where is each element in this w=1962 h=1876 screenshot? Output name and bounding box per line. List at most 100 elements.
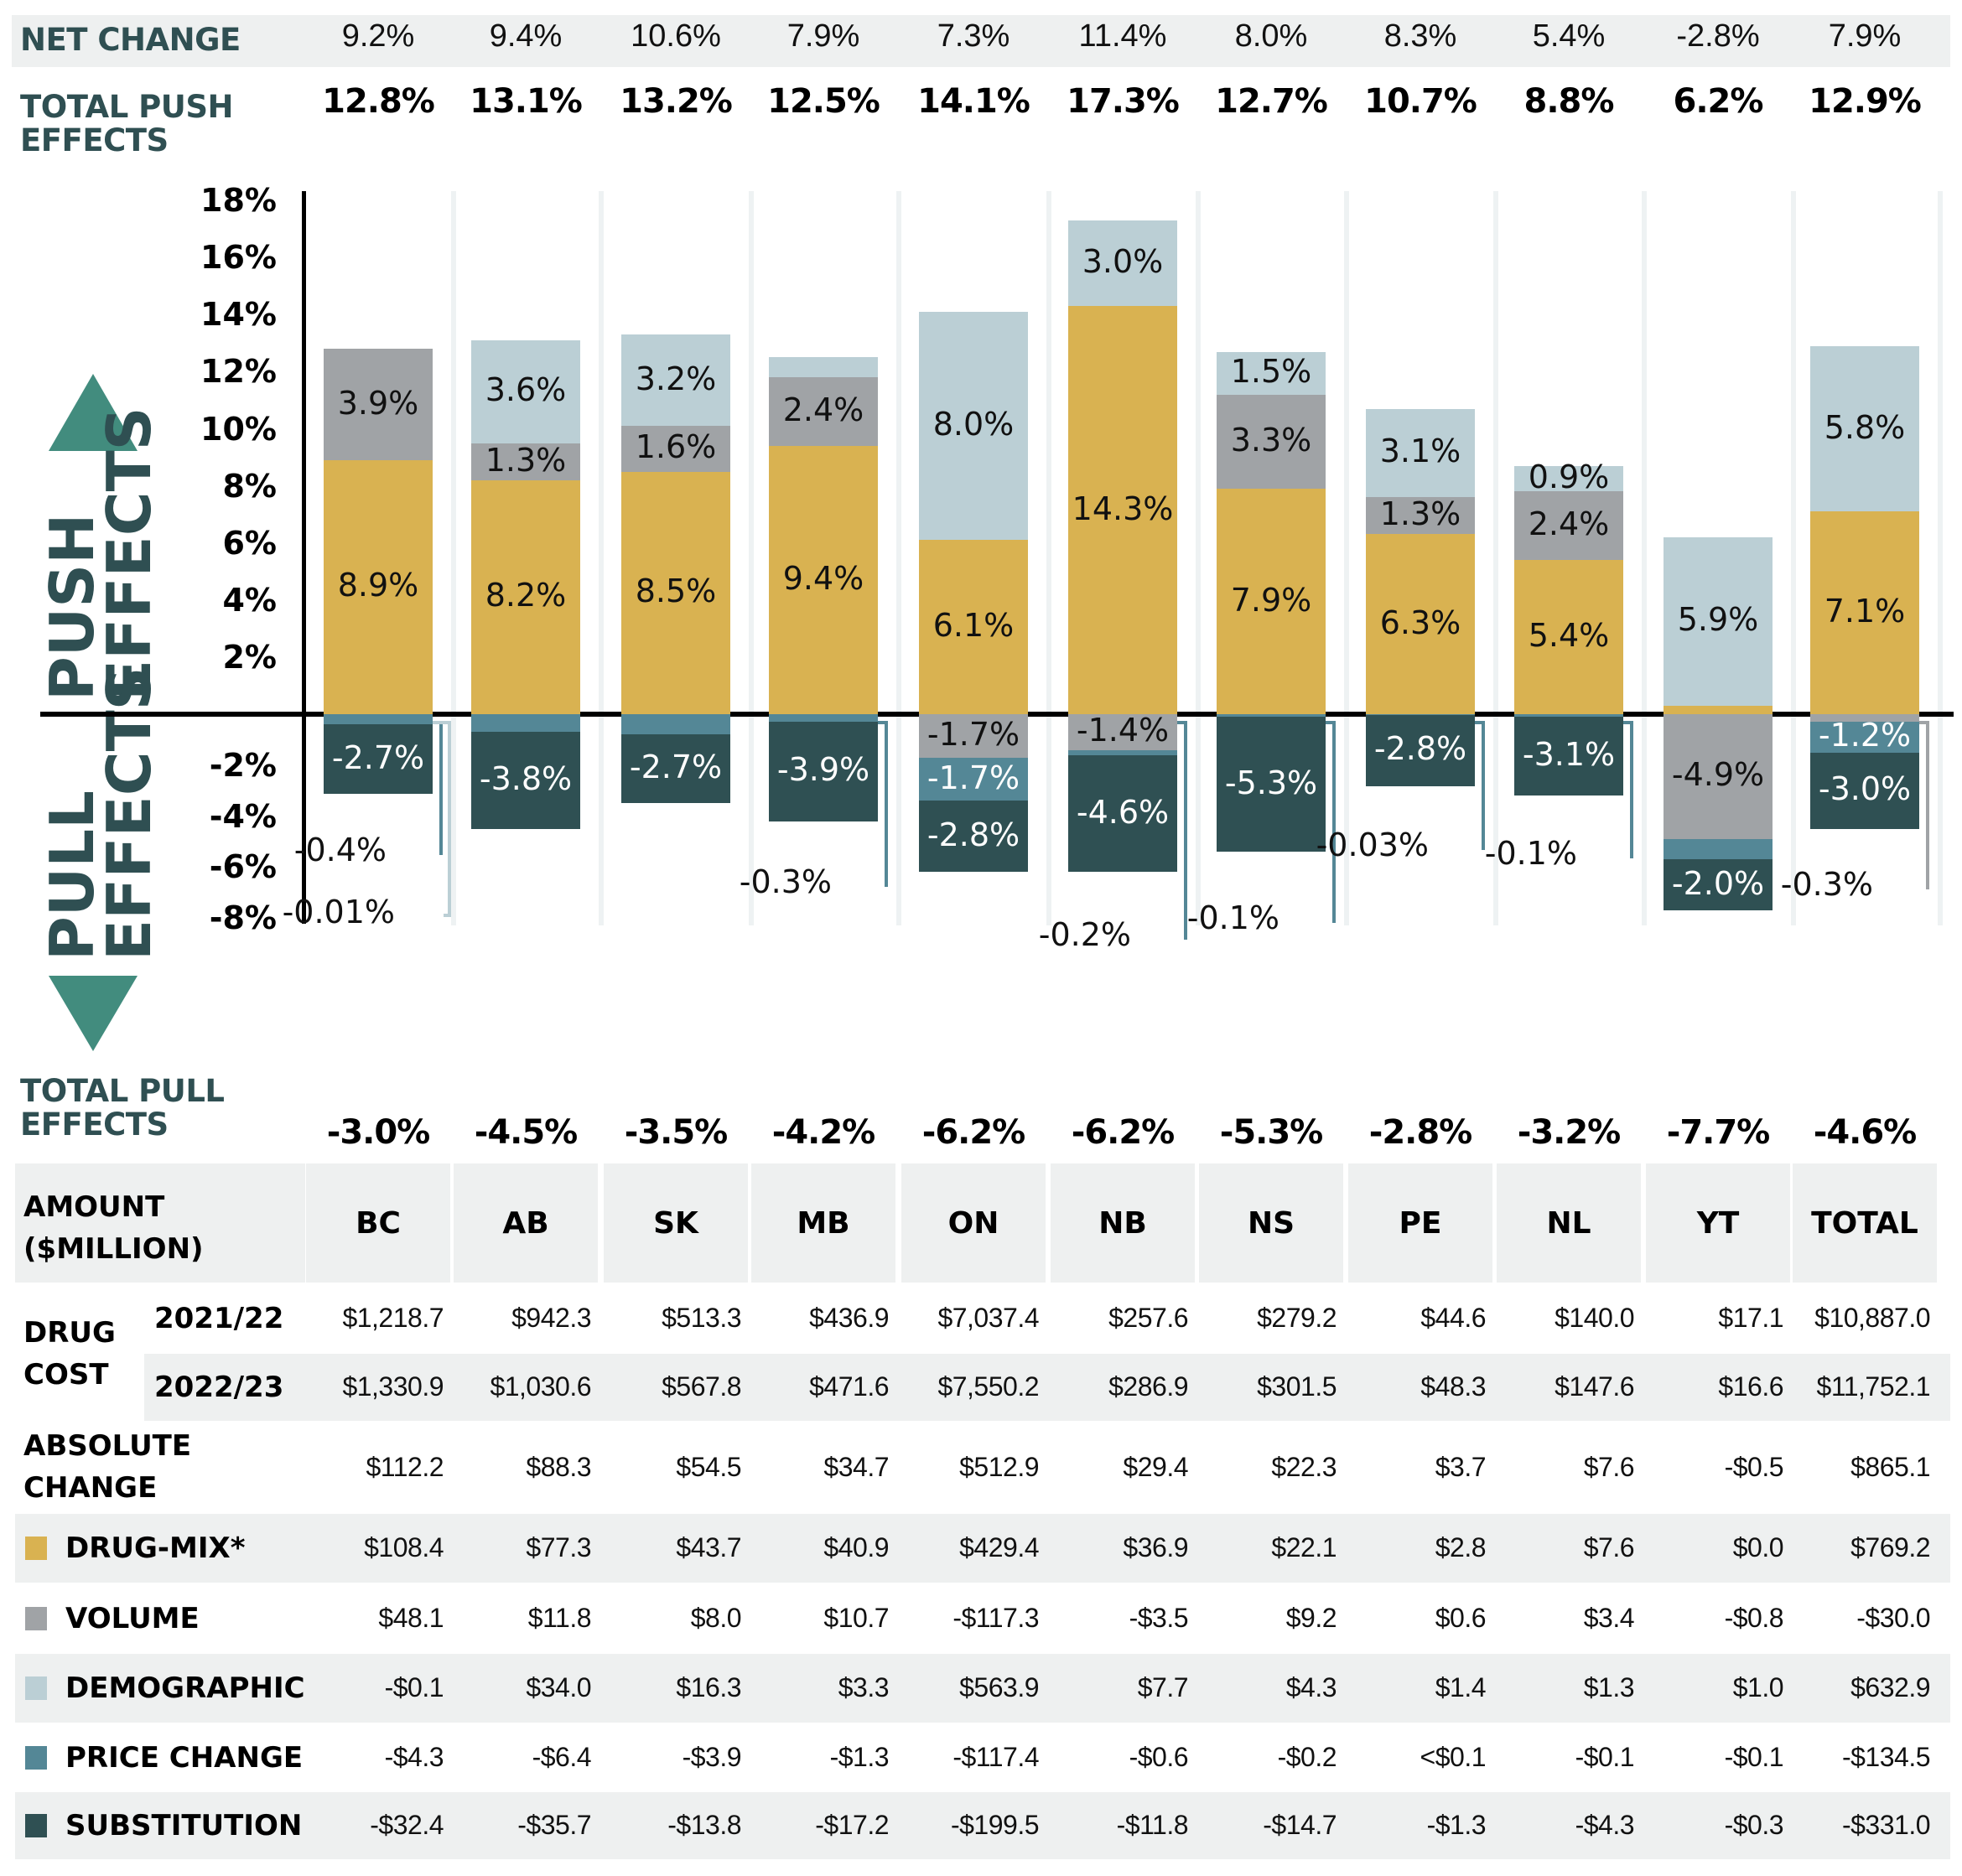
bar-segment-label: -3.0% [1818,770,1912,808]
bar-segment-price-change [919,757,1028,801]
grid-separator [1493,191,1498,925]
bar-segment-label: 2.4% [782,391,864,429]
bar-segment-drug-mix [1514,560,1623,714]
external-segment-label: -0.4% [293,832,387,868]
bar-segment-demographic [1664,536,1773,706]
table-corner-label-1: AMOUNT [23,1190,165,1224]
bar-segment-label: -1.7% [926,715,1020,753]
table-cell: -$14.7 [1263,1810,1337,1840]
bar-segment-substitution [1810,752,1919,829]
table-cell: $9.2 [1285,1603,1337,1633]
table-cell: $10.7 [823,1603,889,1633]
external-segment-label: -0.2% [1038,916,1131,953]
total-pull-value: -4.5% [474,1113,579,1152]
bar-segment-price-change [1366,714,1475,715]
total-pull-label-1: TOTAL PULL [20,1073,225,1109]
legend-swatch-substitution [25,1814,47,1837]
bar-segment-price-change [1810,722,1919,753]
table-cell: $8.0 [690,1603,742,1633]
table-cell: $865.1 [1850,1452,1930,1482]
table-cell: $34.7 [823,1452,889,1482]
bar-segment-volume [621,426,730,472]
net-change-value: 5.4% [1532,18,1606,54]
bar-segment-label: 5.8% [1824,408,1906,446]
bar-segment-volume [1514,491,1623,561]
table-cell: $7,037.4 [937,1303,1039,1333]
bar-segment-volume [1664,714,1773,839]
grid-separator [451,191,456,925]
y-tick-label: -2% [209,746,277,784]
table-cell: $22.3 [1271,1452,1337,1482]
table-column-header: NB [1051,1163,1195,1283]
table-column-header: PE [1348,1163,1492,1283]
y-tick-label: 18% [200,182,277,220]
grid-separator [749,191,754,925]
bar-segment-label: 8.9% [337,567,419,604]
bar-segment-label: 6.3% [1379,604,1461,641]
bar-segment-volume [324,349,433,460]
grid-separator [896,191,901,925]
label-connector [439,721,443,855]
table-column-header: SK [604,1163,748,1283]
y-tick-label: 12% [200,353,277,391]
bar-segment-price-change [324,714,433,725]
bar-segment-demographic [919,311,1028,541]
bar-segment-substitution [471,732,580,829]
table-cell: $36.9 [1123,1532,1188,1562]
bar-segment-label: 9.4% [782,559,864,597]
grid-separator [1344,191,1349,925]
table-column-header: MB [751,1163,895,1283]
total-pull-value: -3.0% [326,1113,431,1152]
y-tick-label: 10% [200,410,277,448]
table-cell: -$0.5 [1724,1452,1784,1482]
grid-separator [1046,191,1051,925]
table-cell: $942.3 [511,1303,591,1333]
bar-segment-demographic [1217,351,1326,395]
grid-separator [1938,191,1943,925]
table-cell: -$3.9 [682,1742,742,1772]
table-cell: -$11.8 [1116,1810,1189,1840]
bar-segment-demographic [1810,345,1919,512]
bar-segment-drug-mix [769,445,878,714]
table-row-label: 2021/22 [154,1302,284,1335]
label-connector [1482,721,1485,850]
table-row-label: VOLUME [65,1602,200,1635]
label-connector [1184,721,1187,940]
table-cell: $140.0 [1555,1303,1634,1333]
bar-segment-drug-mix [1366,534,1475,714]
external-segment-label: -0.1% [1484,835,1577,872]
bar-segment-label: 8.5% [635,573,717,610]
table-cell: $1.3 [1583,1672,1635,1702]
table-cell: $301.5 [1257,1371,1337,1402]
table-column-header: TOTAL [1793,1163,1937,1283]
column-header-text: SK [653,1205,698,1241]
table-row-label: CHANGE [23,1471,158,1505]
column-header-text: AB [502,1205,549,1241]
label-connector [1630,721,1633,858]
table-cell: $77.3 [526,1532,591,1562]
bar-segment-substitution [1366,714,1475,787]
net-change-value: 8.3% [1383,18,1457,54]
bar-segment-label: -2.7% [331,738,425,776]
net-change-value: 9.2% [341,18,415,54]
y-tick-label: -8% [209,899,277,937]
net-change-value: 10.6% [631,18,721,54]
table-header-corner [15,1163,305,1283]
bar-segment-substitution [324,724,433,794]
bar-segment-label: 3.6% [485,371,567,409]
bar-segment-drug-mix [1068,306,1177,714]
external-segment-label: -0.03% [1316,827,1429,863]
label-connector [448,721,451,917]
table-cell: $22.1 [1271,1532,1337,1562]
bar-segment-demographic [621,334,730,427]
net-change-value: 7.9% [786,18,860,54]
table-cell: $1,330.9 [342,1371,444,1402]
table-row-label: DEMOGRAPHIC [65,1671,305,1705]
label-connector [1326,721,1336,724]
table-column-header: AB [454,1163,598,1283]
table-cell: $112.2 [366,1452,444,1482]
table-cell: -$0.1 [1724,1742,1784,1772]
bar-segment-label: -2.0% [1671,864,1765,902]
table-cell: $279.2 [1257,1303,1337,1333]
column-header-text: NS [1247,1205,1295,1241]
